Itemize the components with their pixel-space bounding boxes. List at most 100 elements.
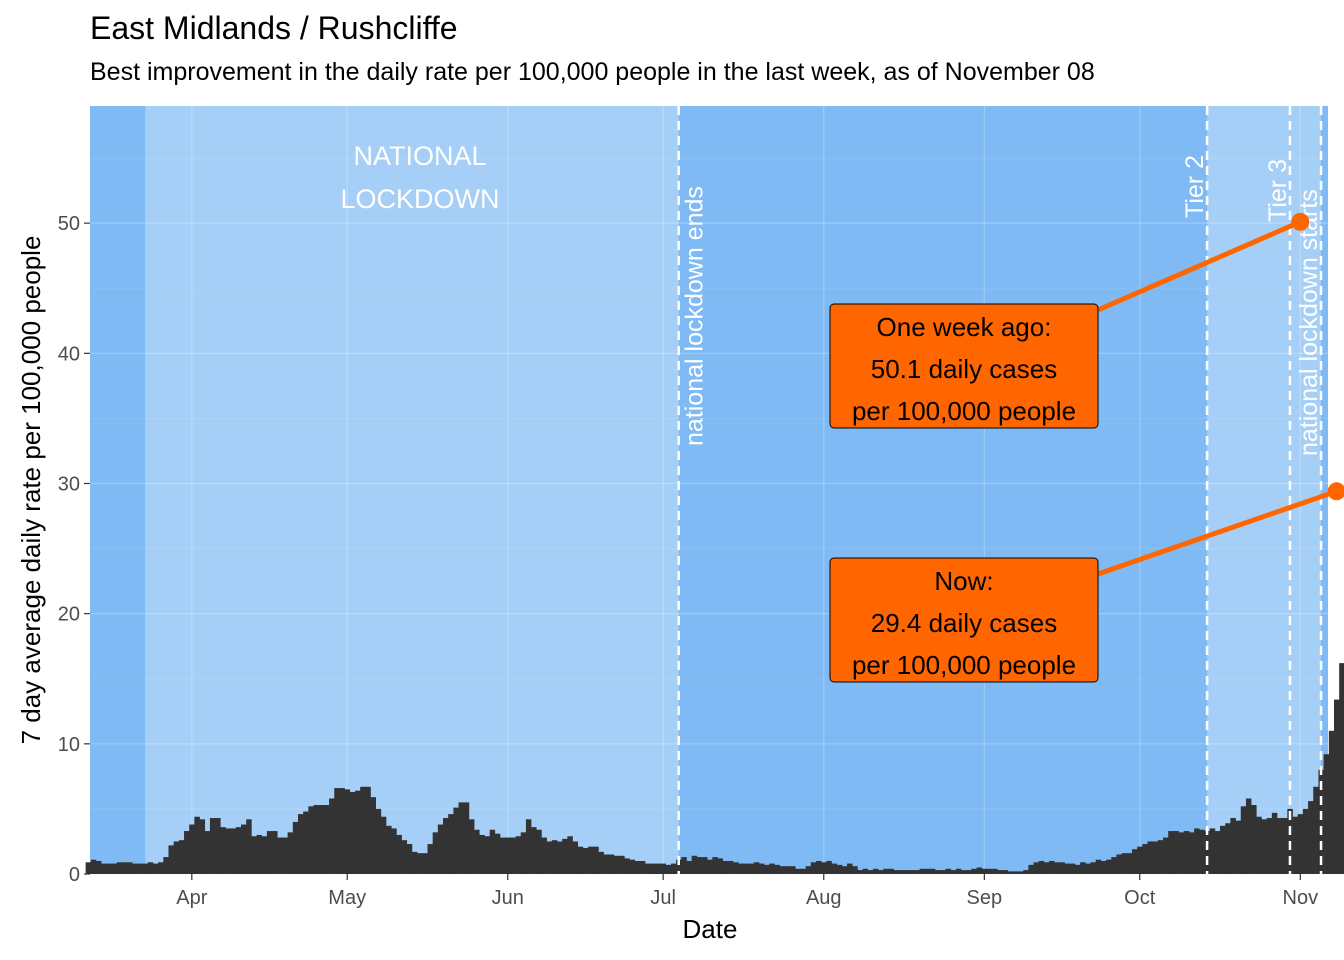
bar xyxy=(831,863,838,874)
x-tick-label: Apr xyxy=(176,887,207,909)
bar xyxy=(676,859,682,874)
x-tick-label: Oct xyxy=(1124,887,1156,909)
bar xyxy=(681,857,687,874)
bar xyxy=(929,868,936,874)
bar xyxy=(795,868,801,874)
bar xyxy=(85,862,92,874)
chart-title: East Midlands / Rushcliffe xyxy=(90,10,458,46)
bar xyxy=(137,863,143,874)
bar xyxy=(603,854,610,874)
bar xyxy=(1002,870,1008,874)
bar xyxy=(494,833,501,874)
event-label: national lockdown ends xyxy=(681,186,709,446)
bar xyxy=(955,868,962,874)
bar xyxy=(945,868,951,874)
bar xyxy=(862,868,869,874)
event-label: national lockdown starts xyxy=(1295,189,1323,456)
bar xyxy=(484,836,490,874)
callout-connector xyxy=(1097,488,1338,577)
bar xyxy=(121,862,128,874)
bar xyxy=(966,870,972,874)
bar xyxy=(629,859,635,874)
bar xyxy=(235,827,242,874)
callout-text: per 100,000 people xyxy=(852,650,1076,680)
bar xyxy=(406,844,413,874)
callout-box xyxy=(829,303,1099,429)
callout-text: per 100,000 people xyxy=(852,396,1076,426)
y-axis-title: 7 day average daily rate per 100,000 peo… xyxy=(16,236,46,745)
bar xyxy=(437,824,444,874)
event-label: Tier 3 xyxy=(1264,159,1292,222)
bar xyxy=(1313,786,1319,874)
bar xyxy=(106,863,112,874)
bar xyxy=(810,862,817,874)
bar xyxy=(665,864,672,874)
bar xyxy=(733,862,739,874)
bar xyxy=(386,825,392,874)
bar xyxy=(168,845,174,874)
bar xyxy=(215,818,221,874)
bar xyxy=(1100,860,1107,874)
bar xyxy=(841,866,848,874)
bar xyxy=(753,862,760,874)
bar xyxy=(531,827,537,874)
bar xyxy=(743,863,749,874)
y-tick-label: 30 xyxy=(58,473,80,495)
bar xyxy=(261,836,268,874)
bar xyxy=(375,808,382,874)
bar xyxy=(365,786,371,874)
bar xyxy=(1209,828,1216,874)
bar xyxy=(562,838,568,874)
bar xyxy=(380,816,387,874)
bar xyxy=(1230,818,1236,874)
bar xyxy=(857,870,863,874)
bar xyxy=(1328,730,1335,874)
bar xyxy=(546,841,553,874)
bar xyxy=(432,832,439,874)
bar xyxy=(1302,808,1309,874)
bar xyxy=(1163,837,1169,874)
bar xyxy=(1049,860,1055,874)
bar xyxy=(1018,871,1024,874)
bar xyxy=(1333,699,1340,874)
bar xyxy=(650,863,656,874)
bar xyxy=(329,798,335,874)
bar xyxy=(691,855,698,874)
bar xyxy=(774,864,781,874)
bar xyxy=(1090,862,1097,874)
bar xyxy=(448,814,454,874)
bar xyxy=(468,819,475,874)
bar xyxy=(344,789,351,874)
bar xyxy=(303,811,309,874)
bar xyxy=(904,870,910,874)
bar xyxy=(489,829,496,874)
bar xyxy=(613,855,620,874)
bar xyxy=(1137,846,1143,874)
callout-point xyxy=(1291,212,1310,231)
bar xyxy=(1318,769,1324,874)
bar xyxy=(111,863,117,874)
bar xyxy=(1142,844,1148,874)
bar xyxy=(199,819,206,874)
bar xyxy=(287,832,294,874)
bar xyxy=(1235,820,1242,874)
bar xyxy=(427,844,433,874)
bar xyxy=(1339,663,1344,874)
bar xyxy=(1064,863,1071,874)
bar xyxy=(458,802,465,874)
bar xyxy=(660,863,667,874)
bar xyxy=(784,866,791,874)
bar xyxy=(924,868,931,874)
bar xyxy=(323,805,330,874)
bar xyxy=(572,841,579,874)
lockdown-label-line1: NATIONAL xyxy=(353,141,486,171)
bar xyxy=(152,863,159,874)
bar xyxy=(1204,831,1210,874)
bar xyxy=(525,819,532,874)
callout-text: 50.1 daily cases xyxy=(871,354,1057,384)
bar xyxy=(852,866,858,874)
event-label: Tier 2 xyxy=(1181,155,1209,218)
bar xyxy=(878,870,884,874)
bar xyxy=(510,837,516,874)
bar xyxy=(940,870,946,874)
